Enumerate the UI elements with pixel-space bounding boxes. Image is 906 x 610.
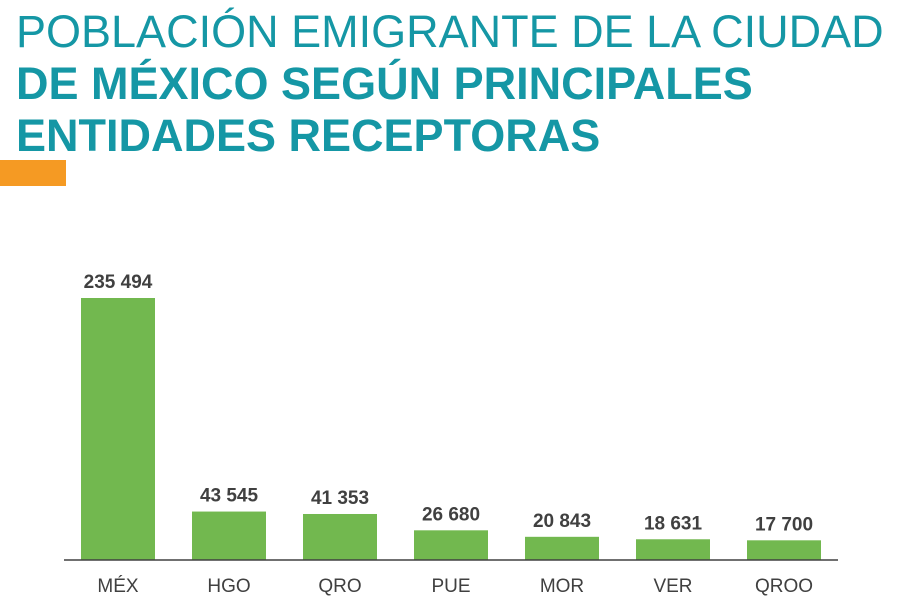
bar-méx — [81, 298, 155, 560]
accent-bar — [0, 160, 66, 186]
bar-mor — [525, 536, 599, 560]
bar-ver — [636, 539, 710, 560]
category-label-hgo: HGO — [207, 576, 250, 597]
category-label-qroo: QROO — [755, 576, 813, 597]
chart-title: POBLACIÓN EMIGRANTE DE LA CIUDAD DE MÉXI… — [16, 6, 896, 162]
category-label-mor: MOR — [540, 576, 584, 597]
category-label-pue: PUE — [431, 576, 470, 597]
data-label-pue: 26 680 — [422, 504, 480, 525]
data-label-mor: 20 843 — [533, 511, 591, 532]
data-label-méx: 235 494 — [84, 272, 153, 293]
bar-pue — [414, 530, 488, 560]
data-label-qroo: 17 700 — [755, 514, 813, 535]
data-label-qro: 41 353 — [311, 488, 369, 509]
category-label-ver: VER — [653, 576, 692, 597]
bar-qro — [303, 513, 377, 560]
data-label-hgo: 43 545 — [200, 486, 259, 507]
labels-group: 235 494 MÉX 43 545 HGO 41 353 QRO 26 680 PUE 20 … — [84, 272, 813, 597]
bar-qroo — [747, 540, 821, 560]
data-label-ver: 18 631 — [644, 513, 703, 534]
chart-title-line-3: ENTIDADES RECEPTORAS — [16, 110, 601, 161]
bars-group — [81, 298, 821, 560]
bar-hgo — [192, 511, 266, 560]
category-label-méx: MÉX — [97, 576, 139, 597]
category-label-qro: QRO — [318, 576, 361, 597]
chart-title-line-2: DE MÉXICO SEGÚN PRINCIPALES — [16, 58, 753, 109]
chart-title-line-1: POBLACIÓN EMIGRANTE DE LA CIUDAD — [16, 6, 884, 57]
